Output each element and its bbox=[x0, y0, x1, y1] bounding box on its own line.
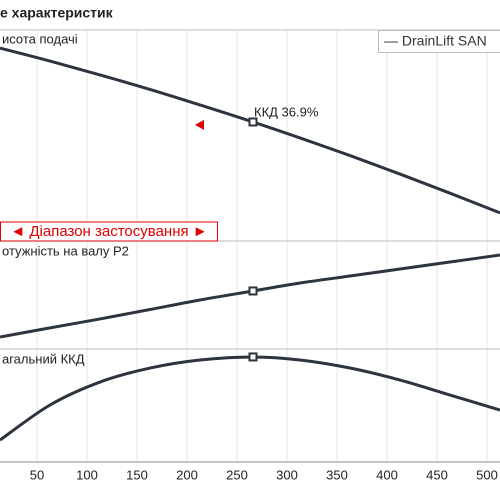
legend-entry: — DrainLift SAN bbox=[384, 33, 487, 49]
operating-point bbox=[248, 286, 258, 296]
x-tick-label: 250 bbox=[226, 467, 248, 482]
operating-point bbox=[248, 117, 258, 127]
x-tick-label: 350 bbox=[326, 467, 348, 482]
range-arrow bbox=[195, 119, 204, 130]
panel-label: отужність на валу P2 bbox=[2, 243, 129, 258]
chart-title: е характеристик bbox=[0, 5, 114, 21]
panel-label: агальний ККД bbox=[2, 351, 85, 366]
x-tick-label: 400 bbox=[376, 467, 398, 482]
operating-point bbox=[248, 352, 258, 362]
range-box bbox=[0, 221, 218, 242]
legend-box bbox=[378, 30, 500, 53]
x-tick-label: 150 bbox=[126, 467, 148, 482]
x-tick-label: 500 bbox=[476, 467, 498, 482]
range-label: ◄ Діапазон застосування ► bbox=[10, 223, 207, 240]
annotation: ККД 36.9% bbox=[254, 104, 319, 119]
x-tick-label: 100 bbox=[76, 467, 98, 482]
x-tick-label: 200 bbox=[176, 467, 198, 482]
x-tick-label: 50 bbox=[30, 467, 44, 482]
x-tick-label: 300 bbox=[276, 467, 298, 482]
panel-label: исота подачі bbox=[2, 31, 78, 46]
x-tick-label: 450 bbox=[426, 467, 448, 482]
